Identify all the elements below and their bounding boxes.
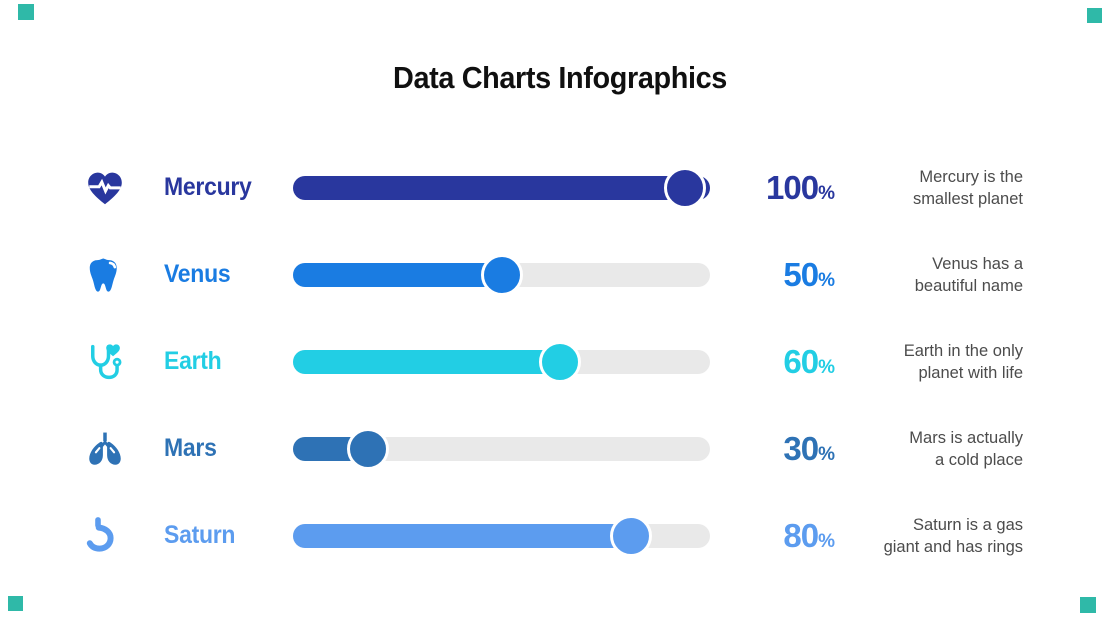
slider-knob [480, 253, 523, 296]
row-description: Mars is actually a cold place [909, 428, 1023, 469]
row-earth: Earth 60% Earth in the only planet with l… [0, 318, 1120, 405]
row-description: Earth in the only planet with life [903, 341, 1023, 382]
row-description: Venus has a beautiful name [914, 254, 1023, 295]
lungs-icon [84, 428, 126, 470]
row-venus: Venus 50% Venus has a beautiful name [0, 231, 1120, 318]
row-label: Mercury [164, 173, 252, 201]
row-mars: Mars 30% Mars is actually a cold place [0, 405, 1120, 492]
row-label: Mars [164, 434, 217, 462]
percent-value: 30% [783, 429, 835, 467]
slider-knob [609, 514, 652, 557]
tooth-icon [84, 254, 126, 296]
heart-pulse-icon [84, 167, 126, 209]
slider-knob [538, 340, 581, 383]
row-mercury: Mercury 100% Mercury is the smallest plan… [0, 144, 1120, 231]
row-label: Venus [164, 260, 231, 288]
progress-track [293, 253, 710, 296]
progress-track [293, 340, 710, 383]
row-label: Saturn [164, 521, 236, 549]
progress-fill [293, 349, 560, 374]
progress-fill [293, 262, 502, 287]
corner-accent-square [18, 4, 34, 20]
progress-track [293, 514, 710, 557]
slider-knob [663, 166, 706, 209]
stethoscope-icon [84, 341, 126, 383]
progress-track [293, 427, 710, 470]
row-description: Mercury is the smallest planet [912, 167, 1023, 208]
row-saturn: Saturn 80% Saturn is a gas giant and has … [0, 492, 1120, 579]
progress-fill [293, 523, 631, 548]
corner-accent-square [8, 596, 23, 611]
row-description: Saturn is a gas giant and has rings [883, 515, 1023, 556]
corner-accent-square [1087, 8, 1102, 23]
page-title: Data Charts Infographics [393, 60, 727, 95]
chart-rows: Mercury 100% Mercury is the smallest plan… [0, 144, 1120, 579]
percent-value: 100% [766, 168, 835, 206]
slider-knob [347, 427, 390, 470]
row-label: Earth [164, 347, 222, 375]
percent-value: 50% [783, 255, 835, 293]
percent-value: 80% [783, 516, 835, 554]
progress-fill [293, 175, 710, 200]
progress-track [293, 166, 710, 209]
stomach-icon [84, 515, 126, 557]
corner-accent-square [1080, 597, 1096, 613]
percent-value: 60% [783, 342, 835, 380]
